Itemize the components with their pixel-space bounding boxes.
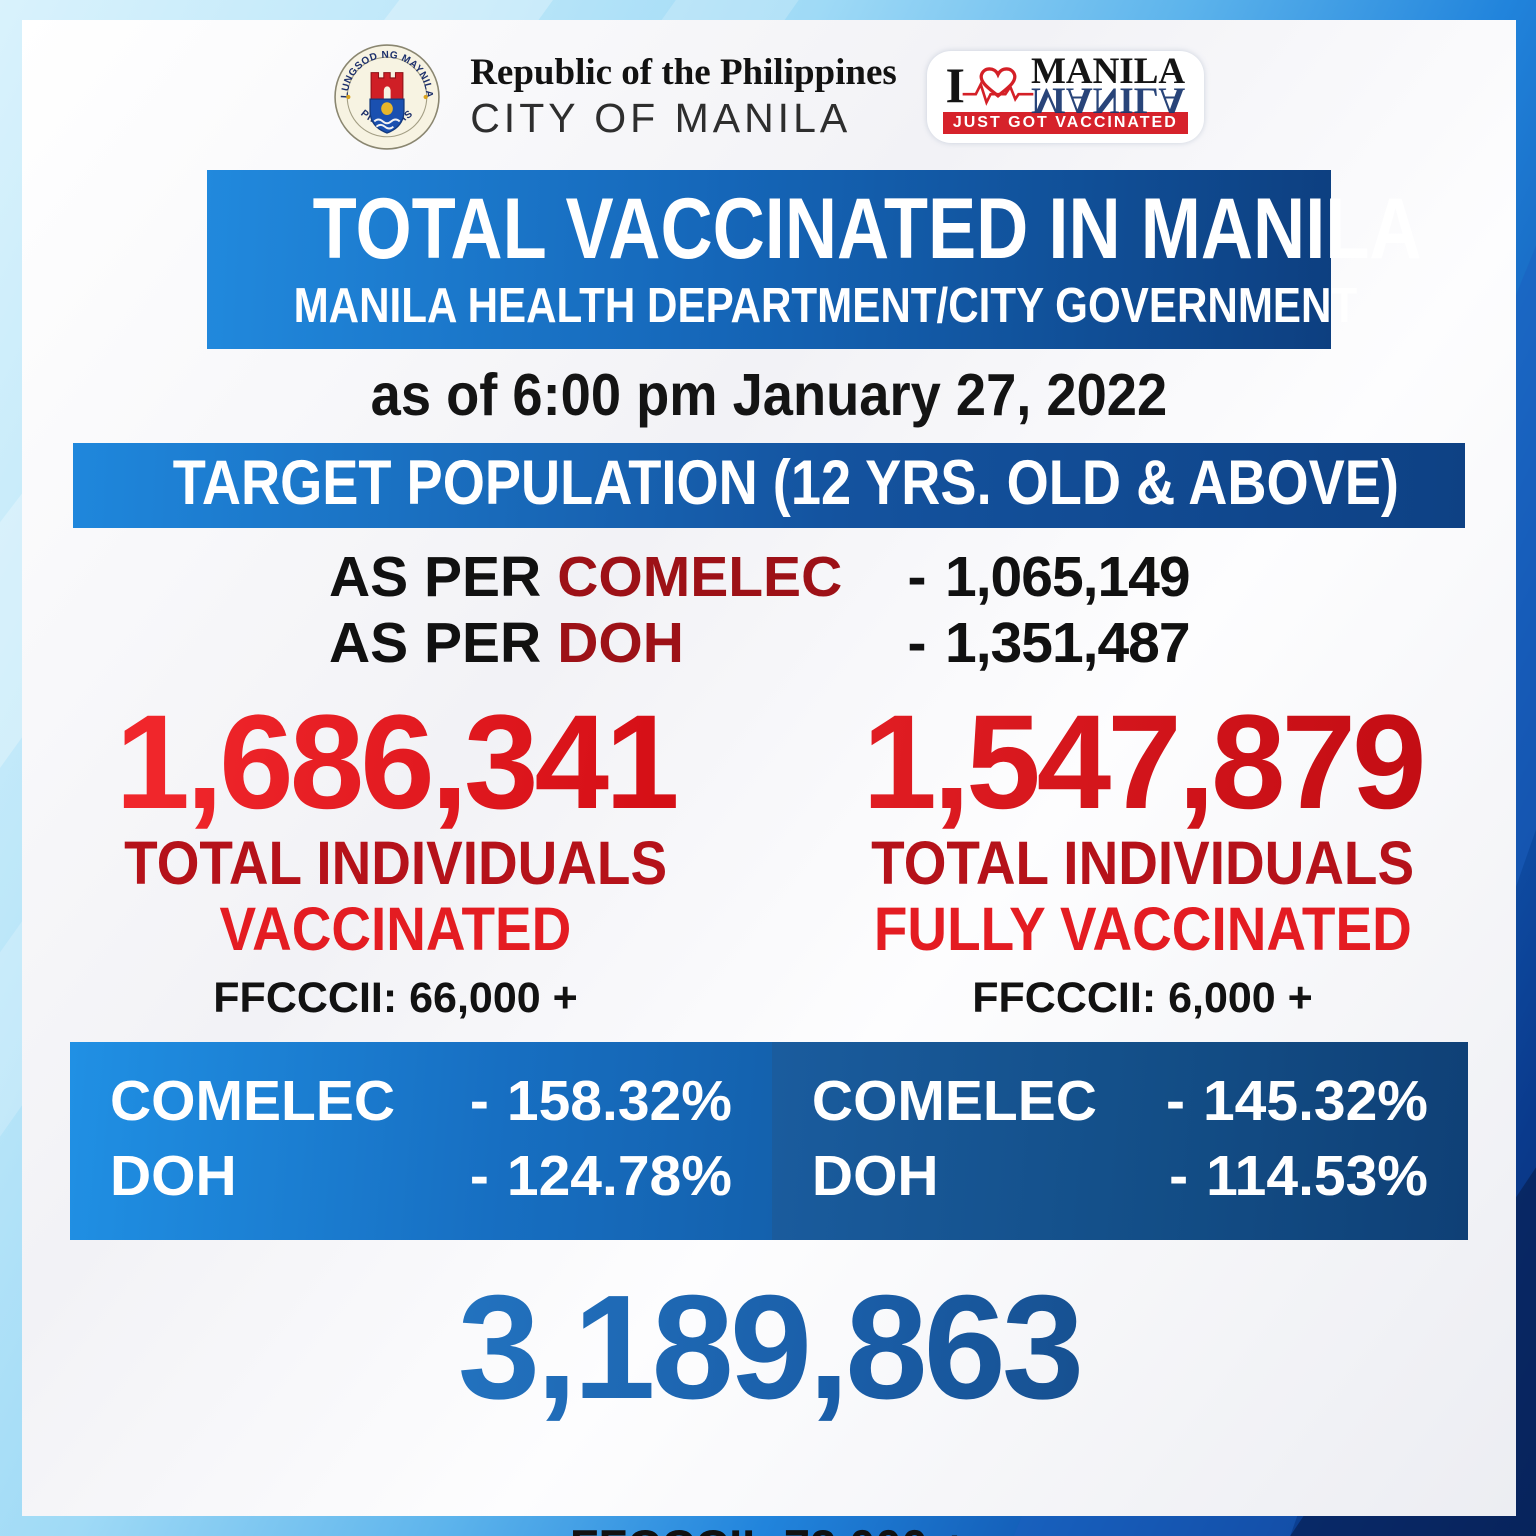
vaccination-ribbon: JUST GOT VACCINATED — [942, 112, 1188, 135]
population-value: 1,351,487 — [945, 611, 1191, 676]
dash: - — [469, 1068, 489, 1133]
republic-line: Republic of the Philippines — [470, 52, 897, 94]
header: LUNGSOD NG MAYNILA PILIPINAS Republic of… — [22, 20, 1516, 158]
population-value: 1,065,149 — [945, 544, 1191, 609]
stat-column-fully-vaccinated: 1,547,879 TOTAL INDIVIDUALS FULLY VACCIN… — [769, 696, 1516, 1019]
manila-wordmark-reflection: MANILA — [1030, 79, 1186, 121]
pct-agency: COMELEC — [110, 1068, 395, 1133]
agency-label: COMELEC — [557, 544, 843, 609]
dash: - — [1165, 1068, 1185, 1133]
target-population-values: AS PER COMELEC - 1,065,149 AS PER DOH - 1,… — [329, 544, 1209, 676]
subtitle: MANILA HEALTH DEPARTMENT/CITY GOVERNMENT — [293, 279, 1358, 333]
dash: - — [907, 611, 927, 676]
pct-line: DOH -114.53% — [812, 1139, 1428, 1214]
i-love-manila-logo: I MANILA MANILA JUST GOT VACCINATED — [926, 50, 1204, 144]
as-per-prefix: AS PER — [329, 544, 542, 609]
pct-agency: DOH — [110, 1143, 237, 1208]
as-per-prefix: AS PER — [329, 611, 542, 676]
city-line: CITY OF MANILA — [470, 94, 852, 141]
poster-card: LUNGSOD NG MAYNILA PILIPINAS Republic of… — [22, 20, 1516, 1536]
target-population-banner: TARGET POPULATION (12 YRS. OLD & ABOVE) — [172, 447, 1399, 518]
pct-line: COMELEC -158.32% — [110, 1064, 732, 1139]
stat-label: VACCINATED — [219, 895, 572, 964]
vaccination-stats: 1,686,341 TOTAL INDIVIDUALS VACCINATED F… — [22, 696, 1516, 1019]
main-title: TOTAL VACCINATED IN MANILA — [312, 181, 1422, 277]
dash: - — [1169, 1143, 1189, 1208]
pct-value: 145.32% — [1202, 1068, 1428, 1133]
org-name: Republic of the Philippines CITY OF MANI… — [470, 52, 897, 141]
pct-agency: COMELEC — [811, 1068, 1097, 1133]
ffcccii-footnote: FFCCCII: 6,000 + — [972, 973, 1313, 1022]
manila-wordmark: MANILA — [1030, 50, 1186, 92]
as-per-row: AS PER DOH - 1,351,487 — [329, 610, 1209, 676]
as-per-row: AS PER COMELEC - 1,065,149 — [329, 544, 1209, 610]
percentage-row: COMELEC -158.32% DOH -124.78% COMELEC -1… — [22, 1041, 1516, 1241]
stat-label: TOTAL INDIVIDUALS — [124, 829, 667, 898]
grand-total-label: TOTAL VACCINES ADMINISTERED — [182, 1421, 1356, 1512]
title-banner: TOTAL VACCINATED IN MANILA MANILA HEALTH… — [207, 170, 1422, 349]
grand-total-number: 3,189,863 — [22, 1274, 1516, 1422]
pct-value: 114.53% — [1206, 1143, 1428, 1208]
stat-column-total-vaccinated: 1,686,341 TOTAL INDIVIDUALS VACCINATED F… — [22, 696, 769, 1019]
fully-vaccinated-count: 1,547,879 — [769, 696, 1516, 830]
agency-label: DOH — [557, 611, 684, 676]
manila-city-seal-icon: LUNGSOD NG MAYNILA PILIPINAS — [334, 44, 440, 150]
pct-agency: DOH — [811, 1143, 939, 1208]
grand-total-section: 3,189,863 TOTAL VACCINES ADMINISTERED FF… — [22, 1274, 1516, 1536]
stat-label: FULLY VACCINATED — [873, 895, 1412, 964]
ffcccii-footnote: FFCCCII: 66,000 + — [213, 973, 578, 1022]
pct-value: 124.78% — [506, 1143, 732, 1208]
pct-line: COMELEC -145.32% — [812, 1064, 1428, 1139]
pct-value: 158.32% — [506, 1068, 732, 1133]
stat-label: TOTAL INDIVIDUALS — [871, 829, 1414, 898]
ffcccii-footnote: FFCCCII: 72,000 + — [22, 1523, 1516, 1536]
dash: - — [469, 1143, 489, 1208]
percentage-box-fully-vaccinated: COMELEC -145.32% DOH -114.53% — [771, 1041, 1468, 1241]
dateline: as of 6:00 pm January 27, 2022 — [370, 362, 1168, 428]
logo-i-letter: I — [945, 57, 965, 113]
percentage-box-total-vaccinated: COMELEC -158.32% DOH -124.78% — [70, 1041, 772, 1241]
pct-line: DOH -124.78% — [110, 1139, 732, 1214]
dash: - — [907, 544, 927, 609]
vaccinated-count: 1,686,341 — [22, 696, 769, 830]
heart-ekg-icon — [962, 66, 1034, 106]
